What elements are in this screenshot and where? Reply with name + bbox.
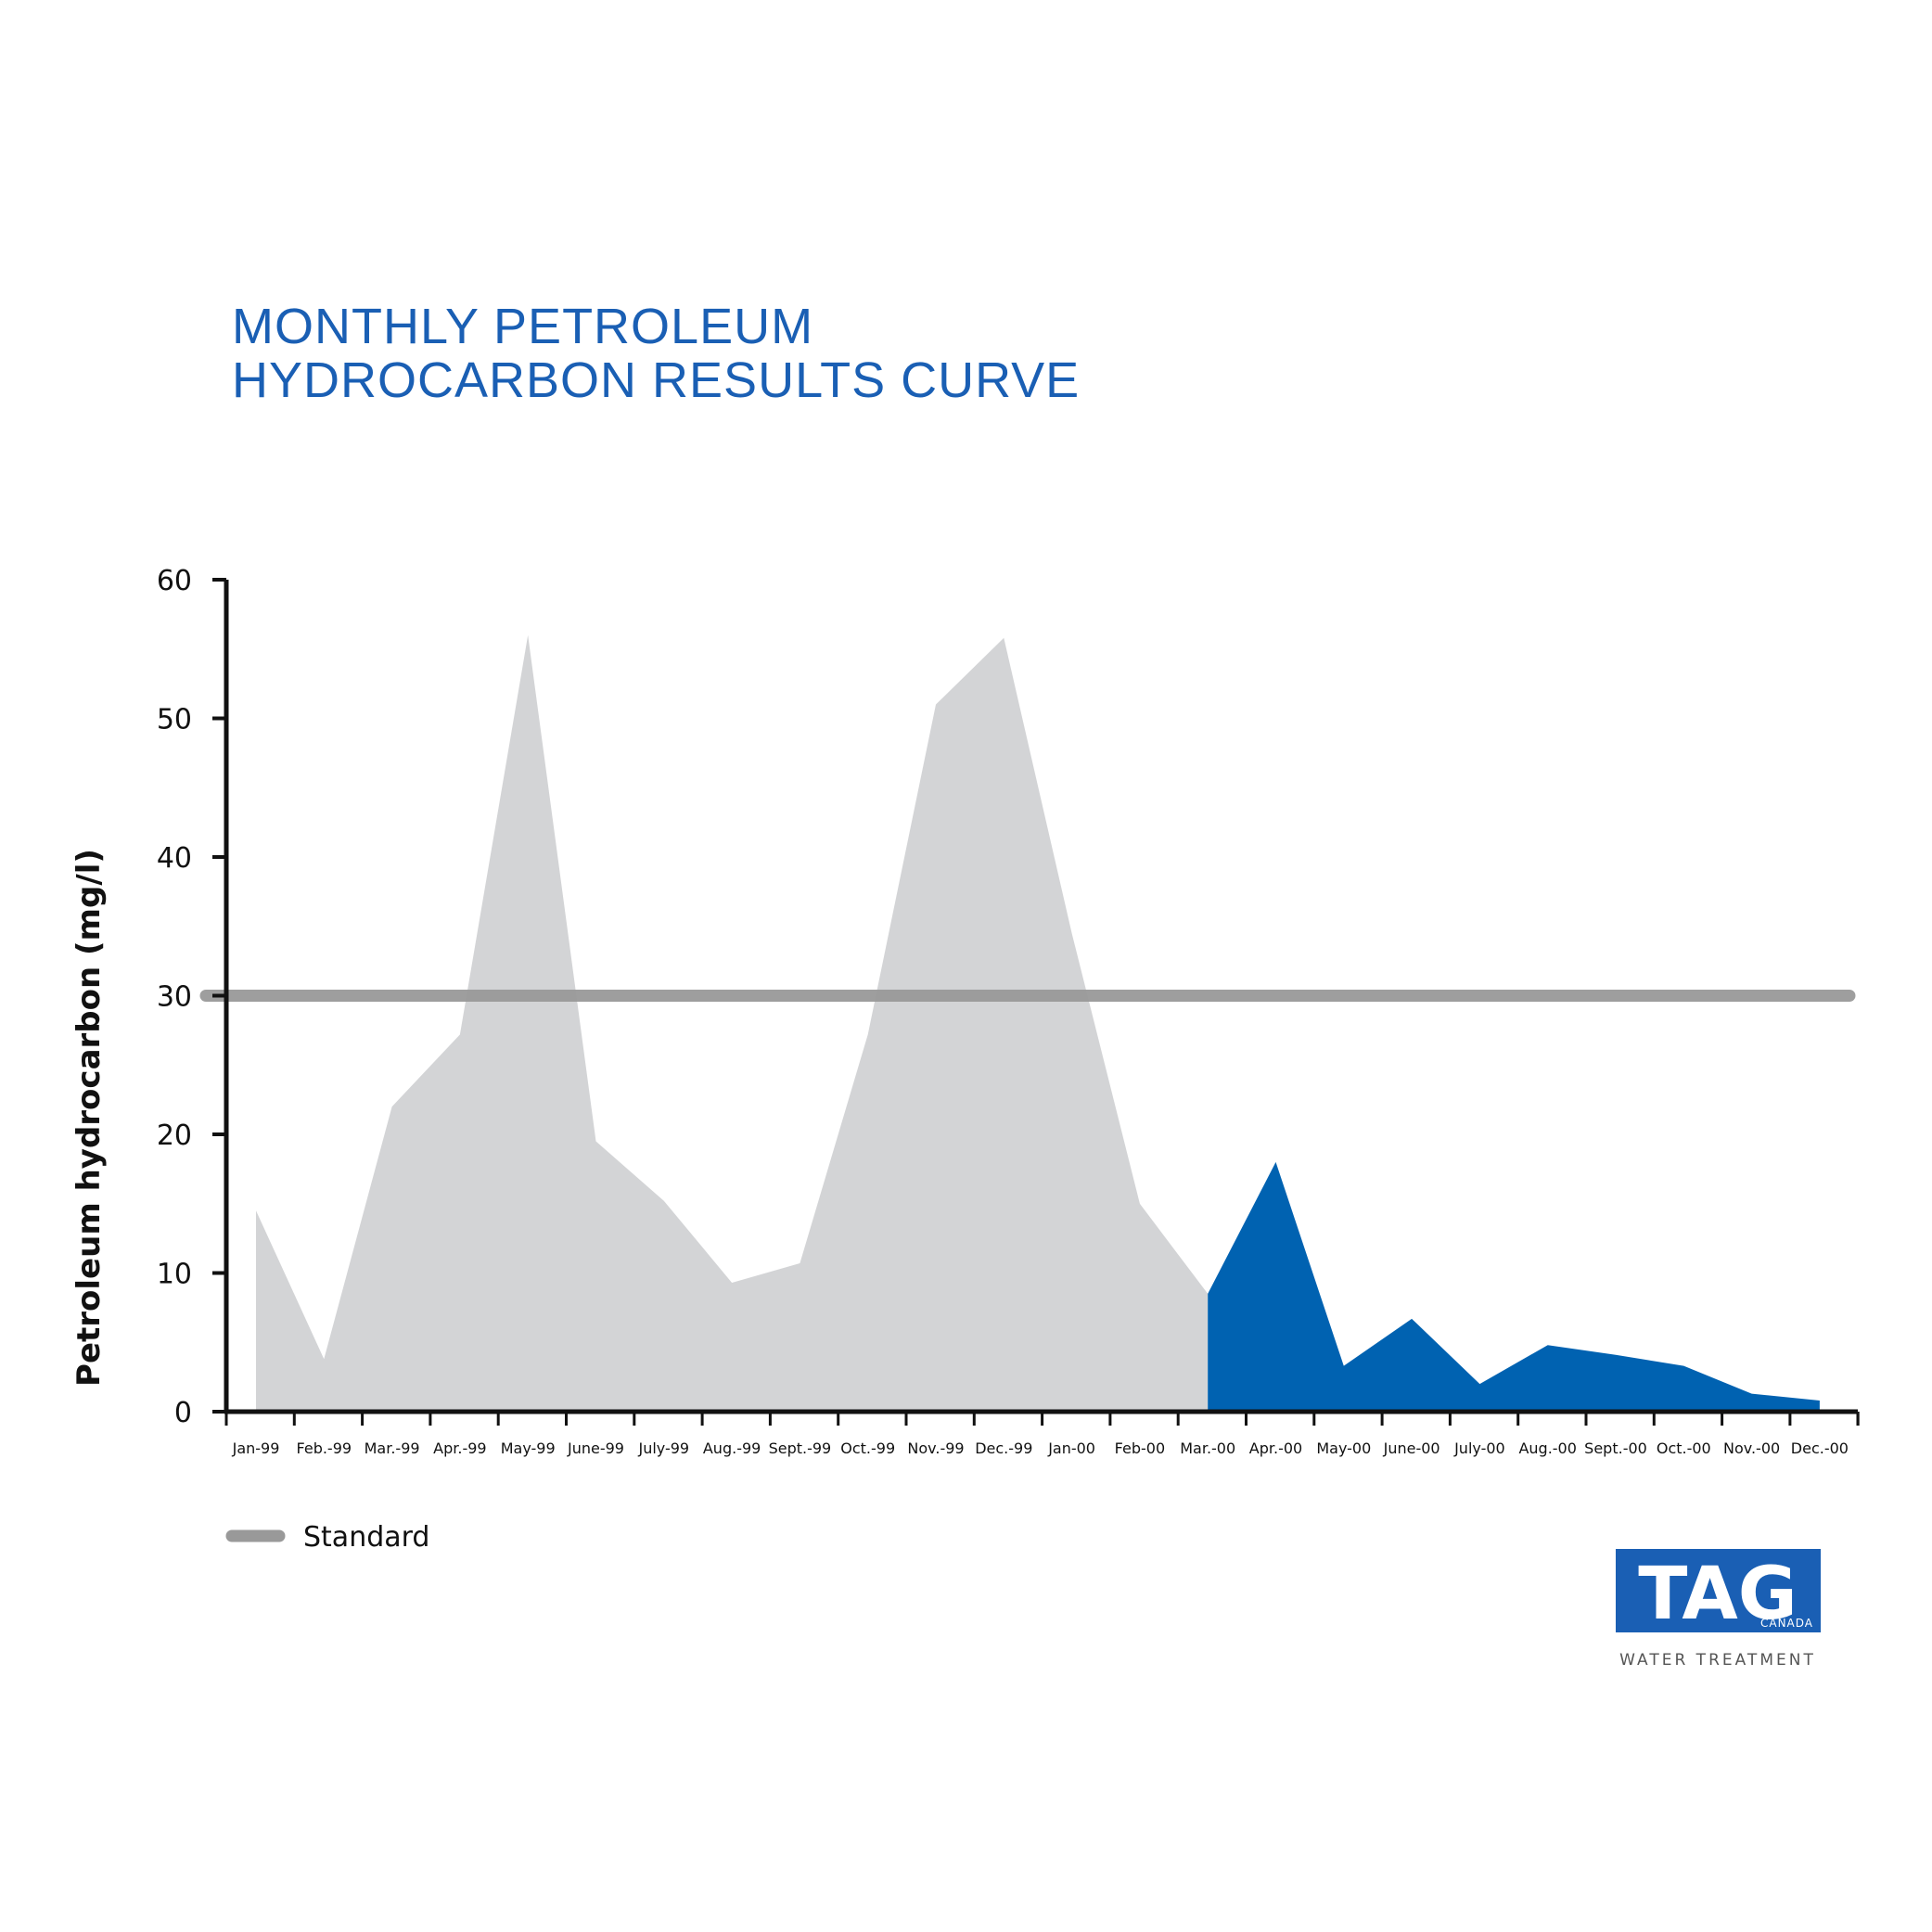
- logo-box: [1616, 1549, 1821, 1632]
- y-tick-label: 10: [157, 1259, 192, 1291]
- logo-caption: WATER TREATMENT: [1619, 1651, 1816, 1670]
- legend: Standard: [225, 1521, 429, 1554]
- x-tick-label: Jan-00: [1047, 1439, 1095, 1457]
- x-tick-label: Feb.-99: [297, 1439, 352, 1457]
- x-tick-labels: Jan-99 Feb.-99 Mar.-99 Apr.-99 May-99 June-99…: [232, 1439, 1849, 1457]
- legend-standard-label: Standard: [303, 1521, 429, 1554]
- y-tick-label: 0: [174, 1397, 192, 1429]
- logo-main-text: TAG: [1638, 1553, 1798, 1636]
- x-tick-label: July-00: [1453, 1439, 1505, 1457]
- x-tick-label: May-99: [501, 1439, 556, 1457]
- x-tick-label: Dec.-99: [975, 1439, 1032, 1457]
- x-tick-label: Sept.-99: [769, 1439, 832, 1457]
- x-tick-label: Apr.-99: [433, 1439, 486, 1457]
- x-tick-label: Nov.-99: [907, 1439, 964, 1457]
- x-tick-label: June-99: [567, 1439, 624, 1457]
- y-tick-label: 30: [157, 981, 192, 1014]
- logo-sub-text: CANADA: [1760, 1617, 1813, 1630]
- area-series-0: [256, 634, 1209, 1412]
- y-axis-label: Petroleum hydrocarbon (mg/l): [70, 849, 108, 1387]
- y-tick-label: 20: [157, 1120, 192, 1152]
- x-tick-label: Mar.-00: [1180, 1439, 1235, 1457]
- x-tick-label: Oct.-00: [1657, 1439, 1711, 1457]
- x-tick-label: Sept.-00: [1584, 1439, 1647, 1457]
- axes-group: [212, 578, 1860, 1426]
- area-series-group: [256, 634, 1820, 1412]
- x-tick-label: May-00: [1316, 1439, 1371, 1457]
- y-tick-label: 50: [157, 704, 192, 736]
- title-line-1: MONTHLY PETROLEUM: [232, 299, 813, 354]
- x-tick-label: Oct.-99: [840, 1439, 895, 1457]
- tag-canada-logo: TAG CANADA WATER TREATMENT: [1616, 1549, 1821, 1670]
- x-tick-label: Apr.-00: [1249, 1439, 1302, 1457]
- title-line-2: HYDROCARBON RESULTS CURVE: [232, 352, 1080, 408]
- x-tick-label: July-99: [637, 1439, 689, 1457]
- x-tick-label: Dec.-00: [1791, 1439, 1849, 1457]
- x-tick-label: Jan-99: [232, 1439, 280, 1457]
- x-tick-label: June-00: [1383, 1439, 1440, 1457]
- x-tick-label: Mar.-99: [365, 1439, 420, 1457]
- x-tick-label: Nov.-00: [1723, 1439, 1780, 1457]
- x-tick-label: Aug.-00: [1518, 1439, 1576, 1457]
- area-series-1: [1208, 1161, 1820, 1412]
- chart-title: MONTHLY PETROLEUM HYDROCARBON RESULTS CU…: [232, 299, 1080, 408]
- y-tick-labels: 0 10 20 30 40 50 60: [157, 565, 192, 1429]
- y-tick-label: 40: [157, 842, 192, 875]
- x-tick-label: Feb-00: [1115, 1439, 1165, 1457]
- y-tick-label: 60: [157, 565, 192, 597]
- x-tick-label: Aug.-99: [703, 1439, 761, 1457]
